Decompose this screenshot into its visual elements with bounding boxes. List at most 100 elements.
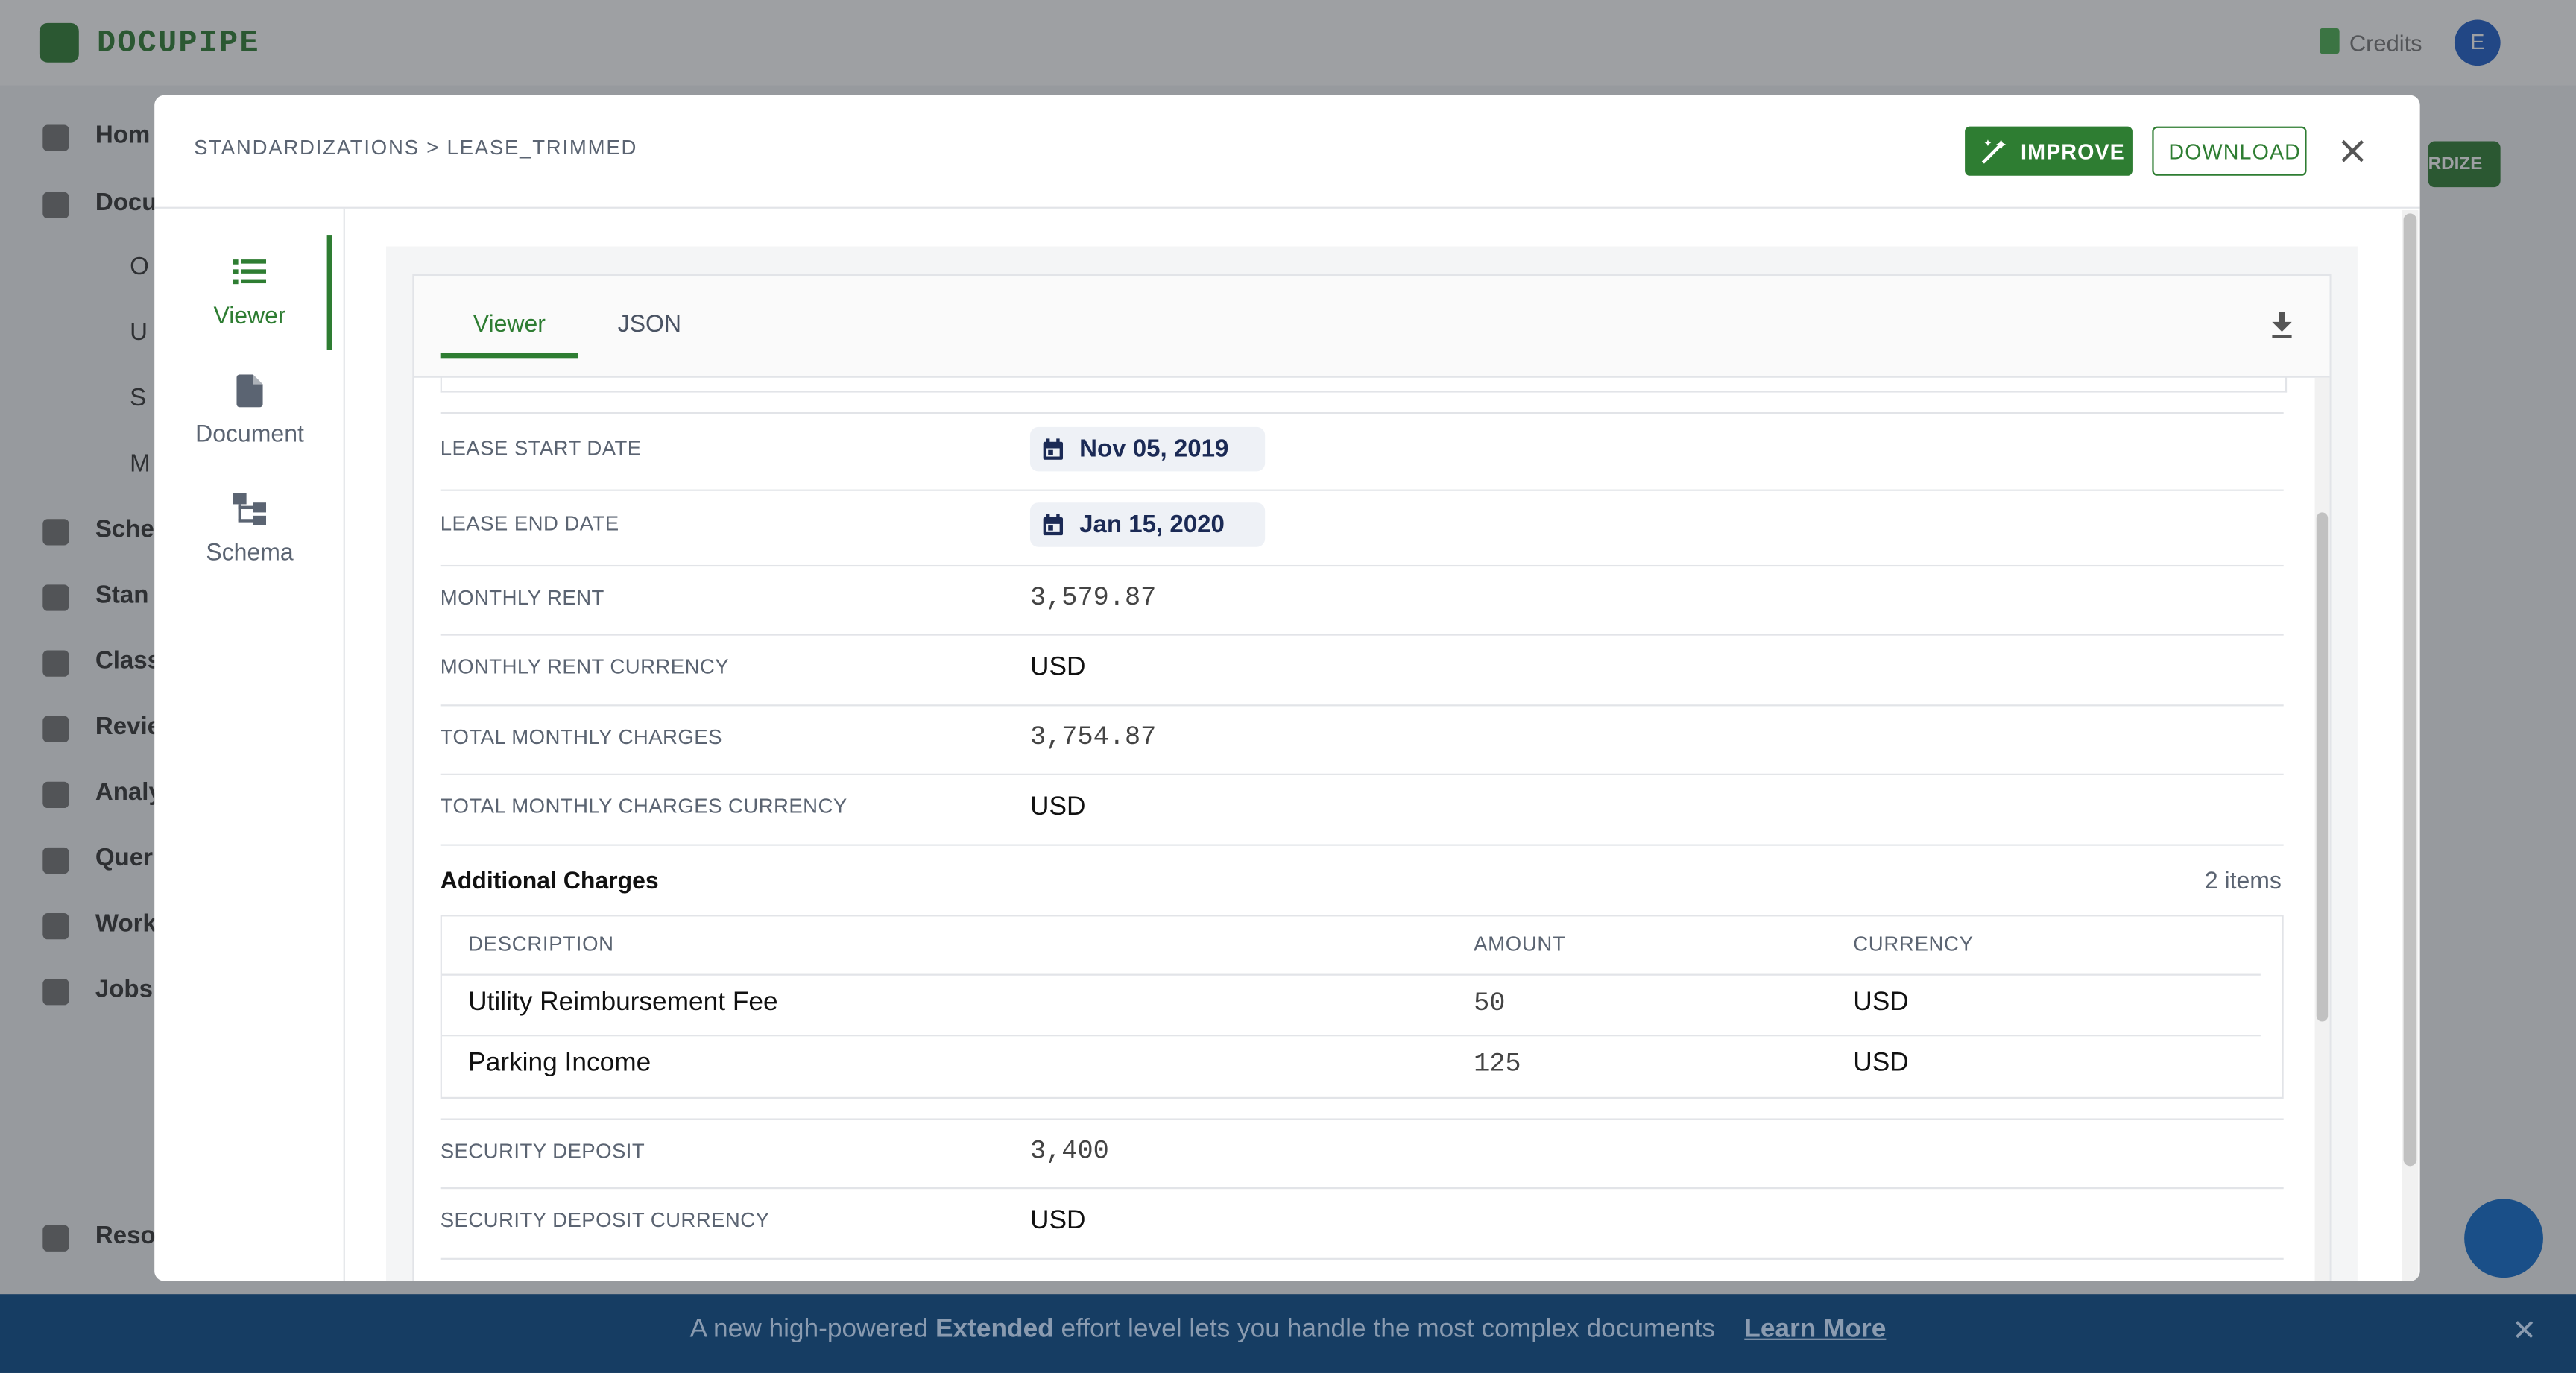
nav-schema[interactable]: Schema <box>206 540 294 567</box>
table-divider <box>441 1035 2261 1037</box>
calendar-icon <box>1043 438 1064 460</box>
download-button[interactable]: DOWNLOAD <box>2152 126 2307 176</box>
table-cell: 125 <box>1474 1049 1521 1079</box>
field-label: SECURITY DEPOSIT <box>440 1140 645 1163</box>
table-cell: USD <box>1853 1049 1909 1078</box>
scrollbar-thumb[interactable] <box>2403 213 2417 1167</box>
date-chip: Nov 05, 2019 <box>1029 426 1266 472</box>
bg-nav-icon <box>42 650 69 677</box>
numeric-value: 3,754.87 <box>1029 722 1157 753</box>
item-count: 2 items <box>2204 868 2282 895</box>
bg-nav-item[interactable]: Work <box>95 909 157 938</box>
nav-viewer[interactable]: Viewer <box>213 303 286 330</box>
bg-nav-icon <box>42 584 69 611</box>
inner-scroll-thumb[interactable] <box>2316 512 2329 1022</box>
date-value: Jan 15, 2020 <box>1079 511 1225 539</box>
bg-nav-icon <box>42 124 69 151</box>
table-cell: Parking Income <box>468 1049 651 1078</box>
nav-active-bar <box>326 235 332 350</box>
improve-button[interactable]: IMPROVE <box>1965 126 2133 176</box>
charges-table <box>440 915 2284 1099</box>
table-cell: Utility Reimbursement Fee <box>468 988 778 1017</box>
field-label: TOTAL MONTHLY CHARGES <box>440 725 722 749</box>
numeric-value: 3,579.87 <box>1029 583 1157 613</box>
nav-divider <box>343 208 345 1281</box>
bg-nav-item[interactable]: M <box>130 449 151 479</box>
tab-json[interactable]: JSON <box>617 312 681 338</box>
row-divider <box>440 489 2284 491</box>
modal: STANDARDIZATIONS > LEASE_TRIMMED IMPROVE… <box>154 95 2420 1281</box>
credits[interactable]: Credits <box>2349 29 2422 56</box>
row-divider <box>440 412 2284 414</box>
banner-text-before: A new high-powered <box>689 1315 935 1344</box>
partial-box <box>440 376 2288 393</box>
section-title: Additional Charges <box>440 868 659 895</box>
column-header: AMOUNT <box>1474 932 1566 956</box>
row-divider <box>440 704 2284 707</box>
avatar[interactable]: E <box>2454 19 2501 66</box>
banner <box>0 1294 2576 1373</box>
bg-nav-item[interactable]: U <box>130 318 148 347</box>
row-divider <box>440 844 2284 846</box>
bg-nav-icon <box>42 781 69 809</box>
bg-nav-item[interactable]: Class <box>95 647 162 675</box>
field-label: LEASE START DATE <box>440 437 642 460</box>
bg-nav-icon <box>42 192 69 219</box>
tab-bar <box>414 276 2330 378</box>
document-icon <box>236 374 263 408</box>
nav-document[interactable]: Document <box>195 422 304 449</box>
viewer-icon <box>233 259 267 285</box>
bg-nav-item[interactable]: O <box>130 253 149 281</box>
field-label: SECURITY DEPOSIT CURRENCY <box>440 1208 770 1232</box>
field-value: USD <box>1029 793 1086 821</box>
row-divider <box>440 634 2284 636</box>
table-cell: 50 <box>1474 988 1506 1019</box>
breadcrumb: STANDARDIZATIONS > LEASE_TRIMMED <box>194 136 638 160</box>
field-label: MONTHLY RENT <box>440 586 604 610</box>
tab-indicator <box>440 353 578 359</box>
bg-nav-item[interactable]: Quer <box>95 844 154 872</box>
field-label: TOTAL MONTHLY CHARGES CURRENCY <box>440 795 847 818</box>
wand-icon <box>1981 139 2007 164</box>
close-icon[interactable] <box>2340 138 2366 164</box>
bg-nav-item[interactable]: Stan <box>95 581 149 610</box>
bg-nav-item[interactable]: Reso <box>95 1222 156 1250</box>
tab-viewer[interactable]: Viewer <box>473 312 546 338</box>
bg-nav-icon <box>42 716 69 742</box>
bg-nav-item[interactable]: Hom <box>95 121 151 150</box>
date-chip: Jan 15, 2020 <box>1029 502 1266 547</box>
bg-nav-icon <box>42 519 69 546</box>
row-divider <box>440 773 2284 775</box>
app-header <box>0 0 2576 86</box>
chat-button[interactable] <box>2464 1199 2543 1278</box>
row-divider <box>440 1118 2284 1120</box>
bg-nav-item[interactable]: Revie <box>95 713 162 741</box>
bg-nav-item[interactable]: Sche <box>95 515 154 544</box>
bg-button[interactable]: RDIZE <box>2428 141 2501 188</box>
download-icon[interactable] <box>2272 312 2292 338</box>
bg-nav-icon <box>42 913 69 940</box>
viewer-card: Viewer JSON LEASE START DATE Nov 05, 2019… <box>412 274 2332 1281</box>
field-label: LEASE END DATE <box>440 512 619 536</box>
schema-icon <box>233 492 267 526</box>
date-value: Nov 05, 2019 <box>1079 435 1229 464</box>
column-header: CURRENCY <box>1853 932 1974 956</box>
bg-nav-item[interactable]: Docu <box>95 189 157 217</box>
banner-text-after: effort level lets you handle the most co… <box>1053 1315 1716 1344</box>
row-divider <box>440 1257 2284 1260</box>
bg-nav-icon <box>42 847 69 874</box>
bg-nav-icon <box>42 1225 69 1252</box>
bg-nav-item[interactable]: S <box>130 384 147 413</box>
field-value: USD <box>1029 653 1086 682</box>
header-divider <box>154 206 2420 209</box>
banner-link[interactable]: Learn More <box>1744 1315 1887 1344</box>
banner-text: A new high-powered Extended effort level… <box>0 1316 2576 1345</box>
numeric-value: 3,400 <box>1029 1136 1109 1167</box>
credits-icon <box>2320 28 2340 54</box>
logo: DOCUPIPE <box>97 25 260 61</box>
bg-nav-item[interactable]: Analy <box>95 778 162 807</box>
banner-close[interactable]: ✕ <box>2512 1313 2537 1347</box>
bg-nav-item[interactable]: Jobs <box>95 975 154 1004</box>
